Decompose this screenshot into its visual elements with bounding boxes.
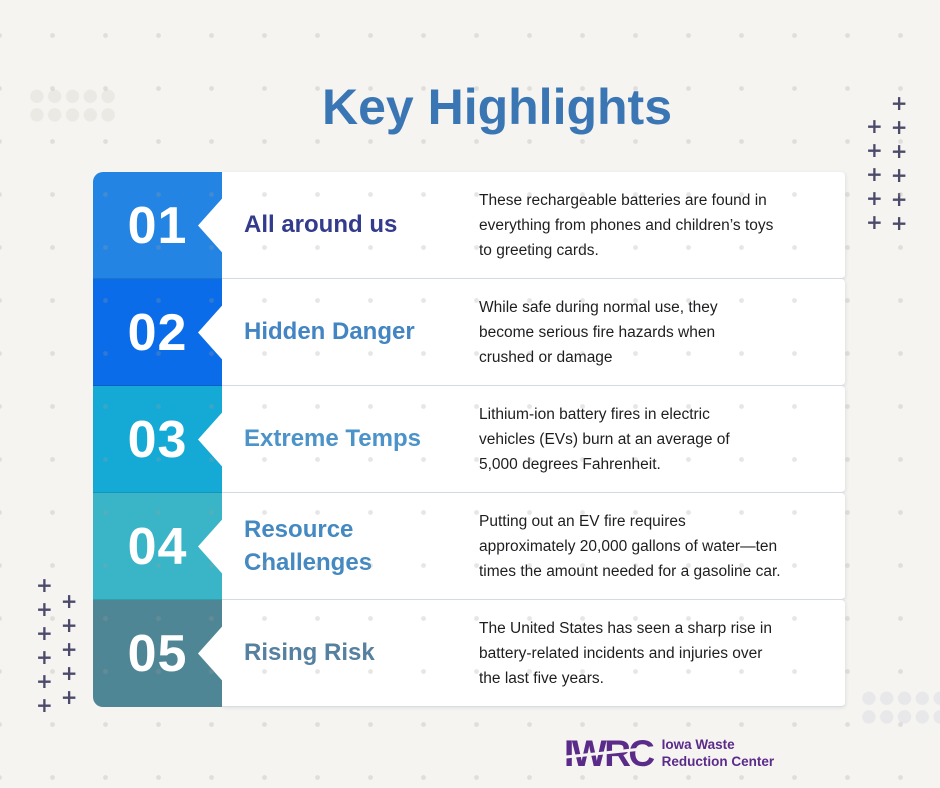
highlight-title: Extreme Temps bbox=[244, 425, 421, 453]
plus-icon: + bbox=[890, 211, 908, 235]
plus-icon: + bbox=[60, 685, 78, 709]
iwrc-logo: IWRC Iowa Waste Reduction Center bbox=[564, 735, 774, 772]
highlights-list: 01 All around us These rechargeable batt… bbox=[93, 172, 845, 707]
plus-icon: + bbox=[36, 573, 53, 597]
plus-icon: + bbox=[866, 114, 883, 138]
page-title: Key Highlights bbox=[321, 79, 673, 135]
highlight-description: While safe during normal use, they becom… bbox=[479, 298, 718, 366]
plus-icon: + bbox=[60, 589, 78, 613]
highlight-row-3: 03 Extreme Temps Lithium-ion battery fir… bbox=[93, 386, 845, 493]
iwrc-logo-name: Iowa Waste Reduction Center bbox=[661, 737, 775, 769]
plus-icon: + bbox=[36, 597, 53, 621]
plus-icon: + bbox=[890, 115, 908, 139]
highlight-description: These rechargeable batteries are found i… bbox=[479, 191, 774, 259]
highlight-card: Rising Risk The United States has seen a… bbox=[222, 600, 845, 707]
plus-cluster-top-right: + + + + + + + + + + + bbox=[866, 91, 908, 235]
number-block: 01 bbox=[93, 172, 223, 279]
plus-icon: + bbox=[60, 661, 78, 685]
highlight-row-2: 02 Hidden Danger While safe during norma… bbox=[93, 279, 845, 386]
highlight-description: The United States has seen a sharp rise … bbox=[479, 619, 772, 687]
highlight-card: Resource Challenges Putting out an EV fi… bbox=[222, 493, 845, 600]
plus-icon: + bbox=[866, 186, 883, 210]
highlight-title: Resource Challenges bbox=[244, 515, 373, 576]
plus-icon: + bbox=[866, 138, 883, 162]
iwrc-logo-acronym: IWRC bbox=[564, 733, 655, 774]
highlight-card: All around us These rechargeable batteri… bbox=[222, 172, 845, 279]
highlight-title: All around us bbox=[244, 211, 398, 239]
number-block: 04 bbox=[93, 493, 223, 600]
highlight-title: Hidden Danger bbox=[244, 318, 415, 346]
plus-icon: + bbox=[36, 621, 53, 645]
plus-icon: + bbox=[60, 637, 78, 661]
arrow-notch-icon bbox=[198, 518, 223, 575]
arrow-notch-icon bbox=[198, 197, 223, 254]
plus-column: + + + + + + bbox=[36, 573, 53, 717]
plus-icon: + bbox=[36, 645, 53, 669]
number-block: 05 bbox=[93, 600, 223, 707]
plus-icon: + bbox=[36, 669, 53, 693]
plus-column: + + + + + + bbox=[890, 91, 908, 235]
highlight-row-4: 04 Resource Challenges Putting out an EV… bbox=[93, 493, 845, 600]
highlight-row-1: 01 All around us These rechargeable batt… bbox=[93, 172, 845, 279]
number-label: 03 bbox=[127, 410, 188, 469]
dot-grid-top-left bbox=[28, 87, 117, 125]
plus-cluster-bottom-left: + + + + + + + + + + + bbox=[36, 573, 78, 717]
plus-column: + + + + + bbox=[60, 589, 78, 713]
plus-icon: + bbox=[890, 91, 908, 115]
number-label: 02 bbox=[127, 303, 188, 362]
number-block: 03 bbox=[93, 386, 223, 493]
plus-icon: + bbox=[890, 163, 908, 187]
number-block: 02 bbox=[93, 279, 223, 386]
arrow-notch-icon bbox=[198, 411, 223, 468]
plus-icon: + bbox=[866, 162, 883, 186]
number-label: 01 bbox=[127, 196, 188, 255]
plus-icon: + bbox=[60, 613, 78, 637]
number-label: 05 bbox=[127, 624, 188, 683]
plus-column: + + + + + bbox=[866, 114, 883, 234]
highlight-card: Hidden Danger While safe during normal u… bbox=[222, 279, 845, 386]
plus-icon: + bbox=[890, 139, 908, 163]
highlight-row-5: 05 Rising Risk The United States has see… bbox=[93, 600, 845, 707]
plus-icon: + bbox=[36, 693, 53, 717]
dot-grid-bottom-right bbox=[860, 689, 940, 727]
highlight-title: Rising Risk bbox=[244, 639, 375, 667]
highlight-card: Extreme Temps Lithium-ion battery fires … bbox=[222, 386, 845, 493]
highlight-description: Lithium-ion battery fires in electric ve… bbox=[479, 405, 730, 473]
highlight-description: Putting out an EV fire requires approxim… bbox=[479, 512, 781, 580]
plus-icon: + bbox=[866, 210, 883, 234]
plus-icon: + bbox=[890, 187, 908, 211]
arrow-notch-icon bbox=[198, 625, 223, 682]
arrow-notch-icon bbox=[198, 304, 223, 361]
number-label: 04 bbox=[127, 517, 188, 576]
